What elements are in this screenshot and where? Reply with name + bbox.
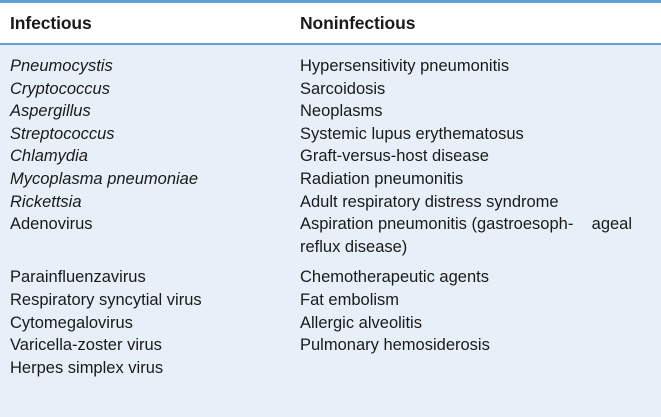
cell-infectious: Rickettsia bbox=[10, 192, 82, 211]
cell-infectious: Herpes simplex virus bbox=[10, 358, 164, 377]
table-row: Adenovirus Aspiration pneumonitis (gastro… bbox=[10, 213, 661, 258]
table-row: Chlamydia Graft-versus-host disease bbox=[10, 145, 661, 168]
table-row: Respiratory syncytial virus Fat embolism bbox=[10, 289, 661, 312]
cell-infectious: Aspergillus bbox=[10, 102, 91, 121]
cell-noninfectious: Allergic alveolitis bbox=[300, 313, 422, 332]
cell-infectious: Cytomegalovirus bbox=[10, 313, 133, 332]
table-row: Cryptococcus Sarcoidosis bbox=[10, 78, 661, 101]
cell-infectious: Chlamydia bbox=[10, 147, 88, 166]
cell-noninfectious: Chemotherapeutic agents bbox=[300, 268, 489, 287]
cell-infectious: Pneumocystis bbox=[10, 57, 113, 75]
table-row: Streptococcus Systemic lupus erythematosu… bbox=[10, 123, 661, 146]
cell-noninfectious: Adult respiratory distress syndrome bbox=[300, 192, 559, 211]
table-row: Cytomegalovirus Allergic alveolitis bbox=[10, 312, 661, 335]
cell-noninfectious: Neoplasms bbox=[300, 102, 383, 121]
cell-infectious: Respiratory syncytial virus bbox=[10, 290, 202, 309]
header-infectious: Infectious bbox=[10, 12, 92, 33]
cell-noninfectious: Sarcoidosis bbox=[300, 79, 386, 98]
table-row: Herpes simplex virus bbox=[10, 357, 661, 380]
cell-noninfectious: Aspiration pneumonitis (gastroesoph- age… bbox=[300, 215, 633, 256]
cell-noninfectious: Fat embolism bbox=[300, 290, 400, 309]
cell-infectious: Parainfluenzavirus bbox=[10, 268, 146, 287]
cell-noninfectious: Pulmonary hemosiderosis bbox=[300, 336, 490, 355]
cell-infectious: Cryptococcus bbox=[10, 79, 110, 98]
cell-noninfectious: Hypersensitivity pneumonitis bbox=[300, 57, 510, 75]
table-header-row: Infectious Noninfectious bbox=[0, 3, 661, 45]
table-body: Pneumocystis Hypersensitivity pneumonitis… bbox=[0, 45, 661, 379]
cell-infectious: Streptococcus bbox=[10, 124, 115, 143]
table-row: Mycoplasma pneumoniae Radiation pneumonit… bbox=[10, 168, 661, 191]
cell-infectious: Varicella-zoster virus bbox=[10, 336, 162, 355]
table-row: Varicella-zoster virus Pulmonary hemoside… bbox=[10, 334, 661, 357]
table-row: Rickettsia Adult respiratory distress syn… bbox=[10, 191, 661, 214]
cell-noninfectious: Systemic lupus erythematosus bbox=[300, 124, 524, 143]
table-row: Parainfluenzavirus Chemotherapeutic agent… bbox=[10, 266, 661, 289]
cell-noninfectious: Radiation pneumonitis bbox=[300, 169, 464, 188]
cell-infectious: Adenovirus bbox=[10, 215, 93, 234]
cell-infectious: Mycoplasma pneumoniae bbox=[10, 169, 199, 188]
table-row: Aspergillus Neoplasms bbox=[10, 100, 661, 123]
cell-noninfectious: Graft-versus-host disease bbox=[300, 147, 489, 166]
header-noninfectious: Noninfectious bbox=[300, 12, 416, 33]
table-row: Pneumocystis Hypersensitivity pneumonitis bbox=[10, 55, 661, 78]
